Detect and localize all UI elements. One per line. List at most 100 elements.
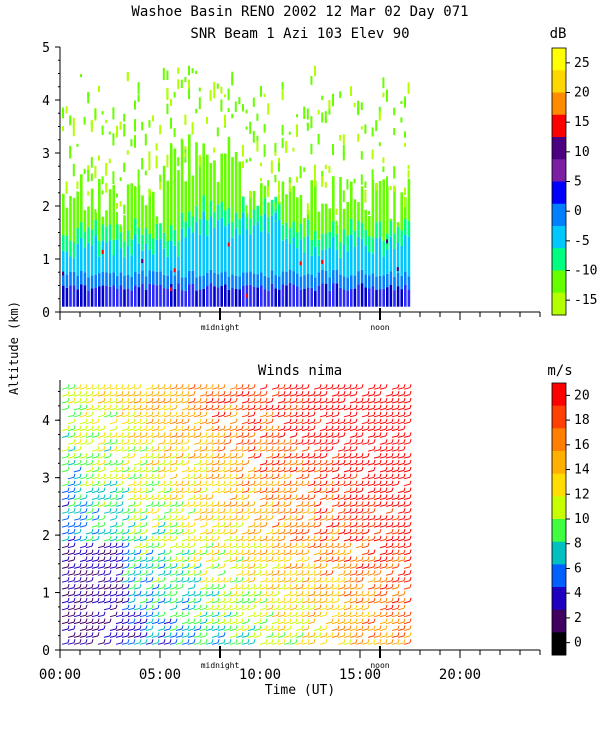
wind-barb	[211, 397, 214, 402]
wind-barb	[103, 446, 106, 450]
wind-barb	[109, 532, 117, 535]
snr-cell	[159, 223, 162, 225]
wind-barb	[397, 635, 405, 638]
wind-barb	[301, 456, 309, 459]
wind-barb	[139, 594, 147, 597]
snr-cell	[407, 276, 411, 290]
wind-barb	[265, 483, 273, 487]
wind-barb	[307, 390, 310, 395]
wind-barb	[157, 411, 160, 416]
wind-barb	[271, 556, 274, 561]
wind-barb	[385, 542, 388, 547]
wind-barb	[379, 504, 387, 507]
wind-barb	[133, 521, 136, 526]
snr-cell	[357, 221, 360, 237]
snr-cell	[317, 134, 320, 140]
wind-barb	[91, 600, 99, 604]
wind-barb	[91, 535, 94, 540]
wind-barb	[187, 577, 190, 581]
wind-barb	[229, 463, 237, 466]
wind-barb	[385, 577, 388, 581]
wind-barb	[175, 508, 178, 512]
snr-cell	[62, 126, 64, 132]
wind-barb	[349, 628, 357, 631]
snr-cell	[256, 135, 259, 141]
wind-barb	[343, 642, 351, 645]
wind-barb	[133, 469, 141, 473]
wind-barb	[391, 545, 399, 549]
wind-barb	[379, 600, 387, 604]
snr-cell	[87, 206, 90, 227]
wind-barb	[331, 397, 334, 402]
wind-colorbar-cell	[552, 473, 566, 497]
wind-barb	[295, 404, 298, 409]
wind-barb	[355, 390, 358, 395]
wind-barb	[313, 394, 321, 397]
snr-cell	[116, 289, 119, 307]
wind-barb	[301, 639, 304, 643]
wind-barb	[67, 604, 70, 609]
wind-barb	[157, 525, 165, 528]
wind-barb	[73, 611, 76, 616]
snr-cell	[101, 190, 104, 195]
wind-barb	[241, 532, 249, 535]
wind-barb	[199, 397, 202, 402]
wind-barb	[163, 597, 166, 602]
wind-barb	[115, 600, 123, 604]
wind-barb	[409, 487, 412, 492]
wind-barb	[181, 387, 189, 390]
wind-barb	[223, 611, 226, 616]
wind-barb	[349, 442, 357, 445]
wind-barb	[265, 549, 268, 554]
wind-barb	[79, 425, 82, 430]
wind-barb	[373, 501, 376, 506]
wind-barb	[307, 542, 310, 547]
wind-barb	[193, 401, 201, 404]
wind-barb	[175, 421, 183, 425]
wind-barb	[175, 580, 183, 583]
snr-cell	[267, 202, 270, 218]
wind-barb	[151, 387, 159, 390]
wind-barb	[361, 559, 369, 562]
wind-barb	[367, 559, 375, 562]
wind-barb	[205, 587, 213, 590]
wind-barb	[355, 418, 358, 423]
snr-cell	[249, 121, 252, 134]
wind-barb	[109, 473, 112, 478]
wind-barb	[85, 414, 93, 418]
wind-barb	[199, 394, 207, 397]
snr-cell	[224, 284, 227, 307]
wind-barb	[379, 421, 387, 425]
wind-barb	[277, 456, 285, 459]
wind-barb	[343, 452, 346, 457]
wind-barb	[307, 508, 310, 512]
wind-barb	[73, 446, 76, 450]
wind-barb	[121, 466, 124, 471]
wind-barb	[157, 538, 165, 542]
wind-barb	[379, 428, 387, 432]
snr-cell	[310, 274, 313, 288]
wind-barb	[229, 604, 232, 609]
snr-colorbar-cell	[552, 137, 566, 160]
snr-cell	[105, 285, 108, 307]
snr-cell	[353, 246, 357, 276]
wind-barb	[385, 607, 393, 611]
wind-barb	[367, 504, 375, 507]
snr-cell	[198, 154, 201, 167]
snr-cell	[252, 191, 256, 210]
wind-barb	[319, 487, 322, 492]
wind-barb	[271, 487, 274, 492]
wind-barb	[271, 387, 279, 390]
wind-barb	[85, 476, 93, 480]
wind-barb	[181, 538, 189, 542]
wind-barb	[331, 535, 334, 540]
wind-barb	[235, 535, 238, 540]
wind-barb	[121, 600, 129, 604]
wind-barb	[181, 600, 189, 604]
wind-barb	[211, 566, 219, 569]
wind-barb	[367, 463, 375, 466]
wind-barb	[289, 566, 297, 569]
wind-barb	[205, 639, 208, 643]
wind-barb	[277, 446, 280, 450]
wind-barb	[325, 542, 328, 547]
